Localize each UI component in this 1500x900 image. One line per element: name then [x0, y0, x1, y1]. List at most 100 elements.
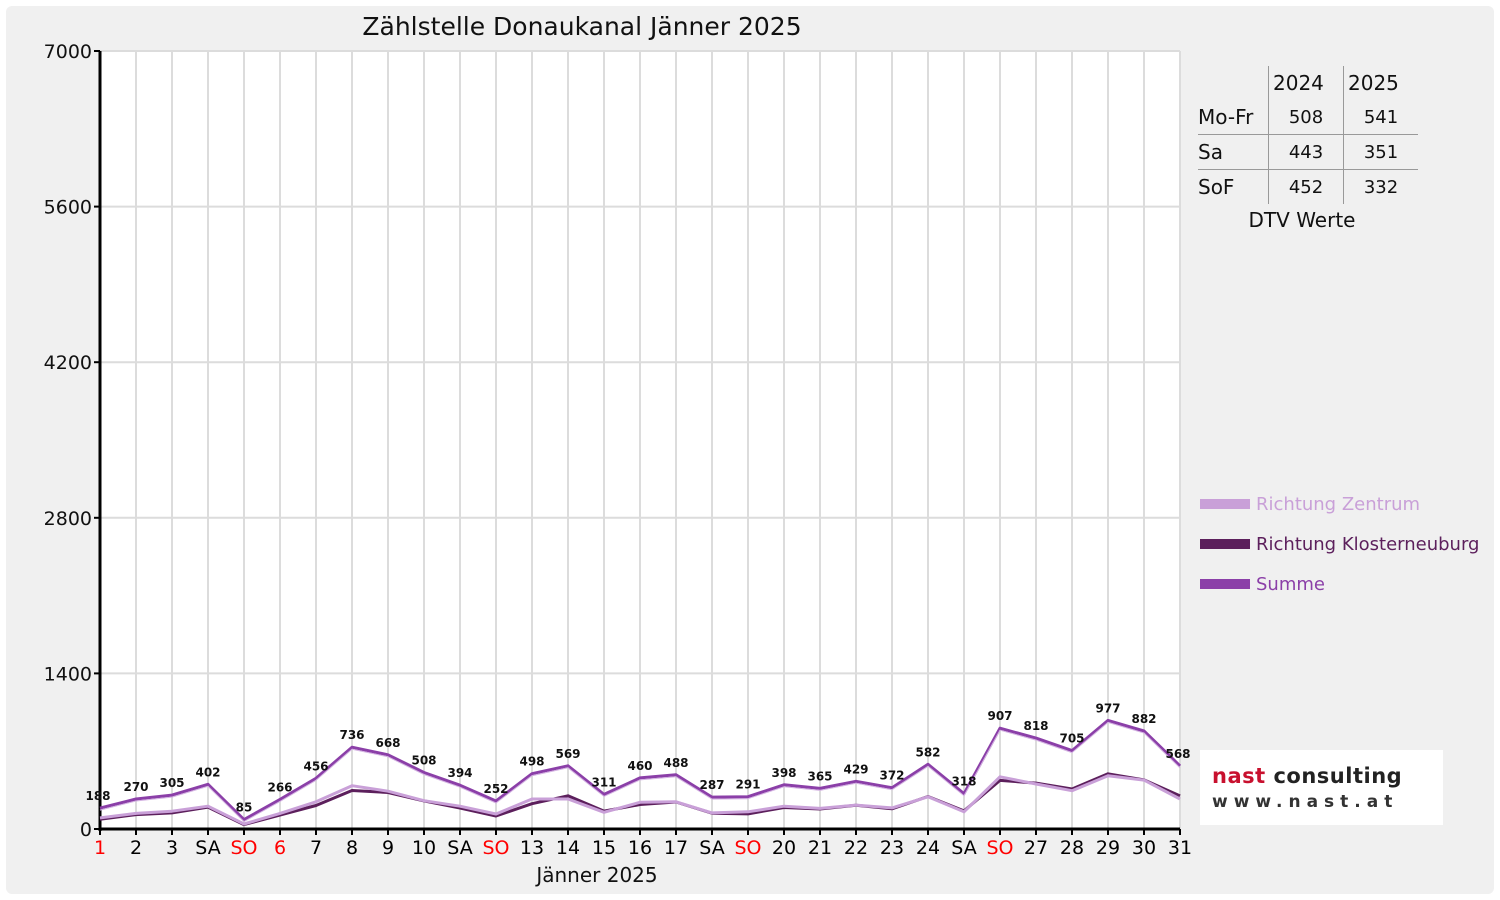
data-label: 818	[1023, 719, 1048, 733]
logo-url: www.nast.at	[1212, 792, 1399, 812]
data-label: 311	[591, 775, 616, 789]
legend-item-summe: Summe	[1200, 572, 1325, 596]
x-tick-label: 8	[346, 837, 358, 859]
dtv-row-label: Mo-Fr	[1198, 100, 1269, 135]
x-tick-label: 24	[916, 837, 940, 859]
data-label: 402	[195, 765, 220, 779]
data-labels: 188 270 305 402 85 266 456 736 668 508 394 252 498 56…	[85, 701, 1190, 814]
x-tick-label: 31	[1168, 837, 1192, 859]
series-line-summe-shade	[99, 721, 1181, 823]
x-tick-label: 22	[844, 837, 868, 859]
series-lines	[99, 718, 1182, 827]
x-tick-label: SA	[951, 837, 976, 859]
data-label: 85	[236, 801, 253, 815]
dtv-caption: DTV Werte	[1248, 208, 1356, 232]
y-tick-labels: 0 1400 2800 4200 5600 7000	[44, 41, 92, 841]
data-label: 188	[85, 789, 110, 803]
data-label: 460	[627, 759, 652, 773]
data-label: 508	[411, 754, 436, 768]
dtv-header-2024: 2024	[1268, 66, 1344, 100]
data-label: 291	[735, 778, 760, 792]
data-label: 569	[555, 747, 580, 761]
legend-label: Richtung Zentrum	[1256, 493, 1421, 515]
legend-swatch	[1200, 539, 1250, 549]
dtv-value-2024: 452	[1268, 169, 1344, 204]
dtv-value-2024: 443	[1268, 134, 1344, 170]
x-tick-label: 7	[310, 837, 322, 859]
data-label: 365	[807, 769, 832, 783]
series-line-richtung-zentrum	[99, 774, 1181, 826]
x-tick-label: 13	[520, 837, 544, 859]
x-tick-label: 20	[772, 837, 796, 859]
dtv-value-2025: 541	[1343, 100, 1418, 135]
x-tick-label: SO	[734, 837, 761, 859]
x-tick-label: SA	[699, 837, 724, 859]
dtv-header-2025: 2025	[1343, 66, 1418, 100]
x-tick-label: 21	[808, 837, 832, 859]
data-label: 287	[699, 778, 724, 792]
y-tick-label: 1400	[44, 663, 92, 685]
y-tick-label: 4200	[44, 352, 92, 374]
legend-item-zentrum: Richtung Zentrum	[1200, 492, 1420, 516]
data-label: 372	[879, 769, 904, 783]
y-tick-label: 5600	[44, 197, 92, 219]
x-tick-label: 9	[382, 837, 394, 859]
series-line-summe	[99, 718, 1182, 822]
y-tick-label: 2800	[44, 508, 92, 530]
x-tick-label: 6	[274, 837, 286, 859]
x-tick-label: 27	[1024, 837, 1048, 859]
x-tick-label: 14	[556, 837, 580, 859]
grid-lines	[99, 50, 1181, 829]
data-label: 568	[1165, 747, 1190, 761]
data-label: 305	[159, 776, 184, 790]
data-label: 266	[267, 780, 292, 794]
axes	[94, 50, 1181, 835]
data-label: 882	[1131, 712, 1156, 726]
legend-swatch	[1200, 499, 1250, 509]
data-label: 456	[303, 759, 328, 773]
dtv-row: SoF 452 332	[1198, 169, 1418, 204]
y-tick-label: 0	[80, 819, 92, 841]
dtv-row: Mo-Fr 508 541	[1198, 100, 1418, 135]
dtv-value-2024: 508	[1268, 100, 1344, 135]
x-tick-label: 3	[166, 837, 178, 859]
x-tick-label: 30	[1132, 837, 1156, 859]
x-tick-label: 29	[1096, 837, 1120, 859]
x-tick-label: 10	[412, 837, 436, 859]
chart-title: Zählstelle Donaukanal Jänner 2025	[362, 12, 802, 41]
x-tick-label: SO	[986, 837, 1013, 859]
data-label: 907	[987, 709, 1012, 723]
x-tick-label: 17	[664, 837, 688, 859]
x-tick-label: 1	[94, 837, 106, 859]
data-label: 668	[375, 736, 400, 750]
legend-label: Summe	[1256, 573, 1325, 595]
dtv-value-2025: 332	[1343, 169, 1418, 204]
series-line-richtung-klosterneuburg	[99, 772, 1181, 827]
data-label: 429	[843, 762, 868, 776]
dtv-row: Sa 443 351	[1198, 134, 1418, 170]
data-label: 736	[339, 728, 364, 742]
x-tick-label: SA	[195, 837, 220, 859]
x-tick-label: 15	[592, 837, 616, 859]
data-label: 488	[663, 756, 688, 770]
dtv-header-empty	[1198, 66, 1269, 100]
x-tick-label: 16	[628, 837, 652, 859]
x-tick-label: SA	[447, 837, 472, 859]
x-tick-label: 28	[1060, 837, 1084, 859]
data-label: 270	[123, 780, 148, 794]
data-label: 582	[915, 745, 940, 759]
dtv-table: 2024 2025 Mo-Fr 508 541 Sa 443 351 SoF 4…	[1198, 66, 1418, 204]
legend-swatch	[1200, 579, 1250, 589]
dtv-value-2025: 351	[1343, 134, 1418, 170]
data-label: 705	[1059, 732, 1084, 746]
x-tick-label: 23	[880, 837, 904, 859]
data-label: 498	[519, 755, 544, 769]
data-label: 318	[951, 775, 976, 789]
data-label: 252	[483, 782, 508, 796]
nast-consulting-logo: nast consulting www.nast.at	[1200, 750, 1443, 825]
x-tick-label: SO	[230, 837, 257, 859]
legend-item-klosterneuburg: Richtung Klosterneuburg	[1200, 532, 1479, 556]
y-tick-label: 7000	[44, 41, 92, 63]
x-tick-label: 2	[130, 837, 142, 859]
